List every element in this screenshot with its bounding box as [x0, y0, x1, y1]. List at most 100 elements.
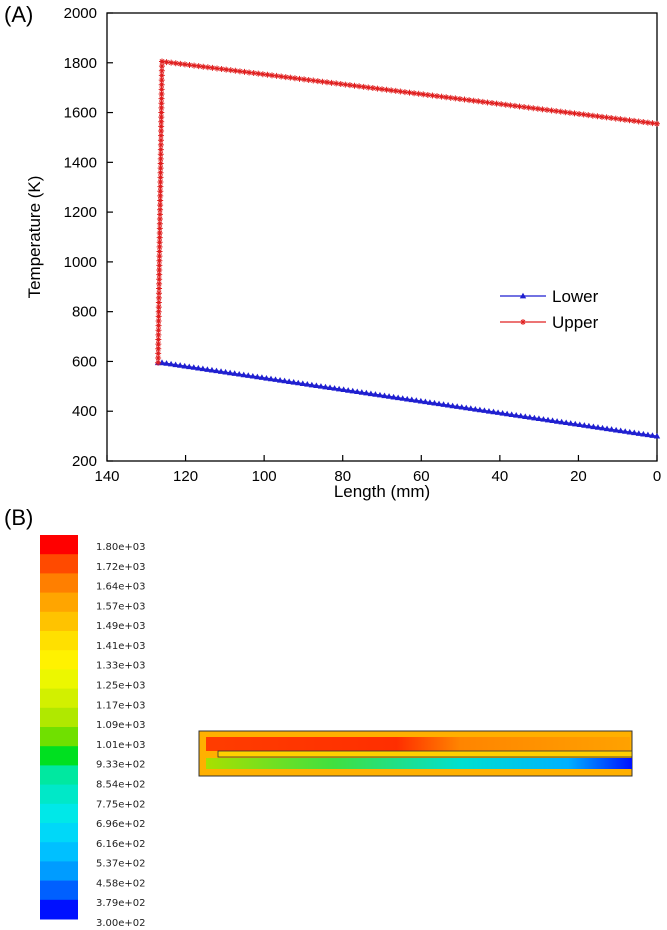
lower-marker: [499, 410, 506, 416]
y-tick-label: 1600: [64, 105, 97, 122]
upper-marker: [392, 87, 399, 94]
colorbar-label: 1.57e+03: [96, 601, 146, 612]
upper-marker: [484, 99, 491, 106]
lower-marker: [463, 404, 470, 411]
colorbar-label: 1.64e+03: [96, 582, 146, 593]
lower-marker: [562, 419, 570, 426]
lower-marker: [449, 402, 456, 409]
lower-marker: [213, 367, 220, 374]
upper-marker: [181, 61, 188, 68]
contour-hot-region: [206, 737, 630, 751]
upper-marker: [612, 115, 619, 122]
lower-marker: [531, 414, 538, 421]
lower-marker: [585, 422, 593, 429]
lower-marker: [285, 378, 293, 384]
lower-marker: [481, 407, 488, 413]
upper-marker: [544, 106, 550, 113]
upper-marker: [156, 271, 163, 278]
colorbar-label: 1.72e+03: [96, 562, 146, 573]
upper-marker: [420, 91, 427, 98]
lower-marker: [308, 381, 316, 388]
lower-marker: [503, 410, 511, 417]
lower-marker: [217, 368, 225, 374]
lower-marker: [313, 382, 320, 388]
upper-marker: [227, 67, 234, 74]
lower-marker: [649, 432, 656, 438]
upper-marker: [621, 116, 628, 123]
contour-inner-channel: [217, 750, 633, 758]
x-tick-label: 20: [570, 468, 587, 485]
lower-marker: [626, 428, 633, 435]
upper-marker: [157, 192, 164, 199]
lower-marker: [608, 426, 615, 432]
upper-marker: [158, 63, 165, 70]
upper-marker: [200, 63, 207, 70]
colorbar-swatch: [40, 669, 78, 690]
colorbar-label: 1.49e+03: [96, 621, 146, 632]
series-layer: [154, 58, 661, 439]
upper-marker: [250, 70, 257, 77]
lower-marker: [417, 397, 425, 404]
upper-marker: [218, 66, 225, 73]
upper-marker: [333, 80, 340, 87]
colorbar-swatch: [40, 727, 78, 747]
upper-marker: [157, 197, 164, 204]
colorbar-swatch: [40, 707, 78, 728]
plot-frame: [106, 12, 658, 462]
lower-marker: [249, 372, 257, 379]
lower-marker: [176, 362, 184, 368]
upper-marker: [195, 63, 202, 70]
upper-marker: [156, 276, 163, 283]
upper-marker: [232, 67, 239, 74]
upper-marker: [269, 72, 275, 79]
upper-marker: [475, 98, 482, 105]
x-tick-label: 80: [334, 468, 351, 485]
x-tick-label: 100: [252, 468, 277, 485]
upper-marker: [214, 65, 220, 72]
upper-marker: [525, 104, 532, 111]
upper-marker: [155, 304, 162, 311]
upper-marker: [520, 319, 526, 325]
lower-marker: [186, 363, 193, 370]
upper-marker: [534, 105, 541, 112]
x-tick-label: 60: [413, 468, 430, 485]
upper-marker: [346, 82, 353, 89]
upper-marker: [156, 234, 163, 241]
lower-marker: [404, 395, 411, 402]
upper-marker: [379, 86, 385, 93]
upper-marker: [156, 267, 163, 274]
lower-marker: [195, 364, 202, 371]
colorbar-swatch: [40, 688, 78, 709]
lower-marker: [426, 399, 434, 405]
x-tick-label: 140: [94, 468, 119, 485]
upper-marker: [631, 117, 638, 124]
lower-marker: [226, 369, 234, 376]
lower-marker: [635, 430, 643, 436]
lower-marker: [640, 430, 647, 437]
colorbar-swatch: [40, 746, 78, 766]
upper-marker: [516, 103, 523, 110]
lower-marker: [167, 360, 175, 367]
upper-marker: [576, 110, 583, 117]
upper-marker: [155, 359, 162, 366]
upper-marker: [493, 100, 500, 107]
lower-marker: [290, 379, 297, 385]
colorbar-label: 4.58e+02: [96, 878, 146, 889]
upper-marker: [156, 248, 163, 255]
upper-marker: [158, 90, 165, 97]
upper-marker: [157, 146, 164, 153]
lower-marker: [490, 408, 497, 415]
lower-marker: [519, 292, 527, 299]
upper-marker: [470, 97, 477, 104]
upper-marker: [158, 118, 165, 125]
colorbar-label: 5.37e+02: [96, 859, 146, 870]
upper-marker: [209, 64, 216, 71]
x-tick-label: 0: [653, 468, 661, 485]
colorbar-label: 6.96e+02: [96, 819, 146, 830]
upper-marker: [155, 322, 162, 329]
lower-marker: [258, 374, 266, 380]
lower-marker: [245, 372, 252, 378]
upper-marker: [557, 108, 564, 115]
upper-marker: [158, 67, 165, 74]
upper-marker: [374, 85, 381, 92]
